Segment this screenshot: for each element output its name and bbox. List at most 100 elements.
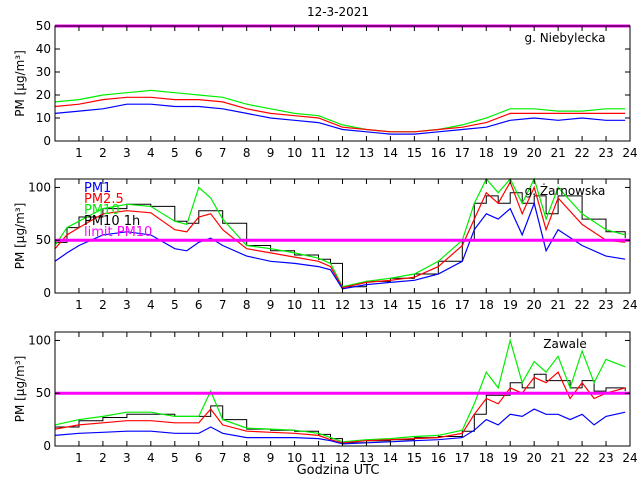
x-tick-label: 24 bbox=[622, 451, 637, 465]
x-tick-label: 15 bbox=[407, 146, 422, 160]
chart-panel-2: 1 2 3 4 5 6 7 8 9 10 11 12 13 14 15 16 17 18 19 20 21 22 23 240… bbox=[13, 177, 638, 312]
series-line-pm1 bbox=[54, 103, 626, 135]
x-tick-label: 21 bbox=[550, 298, 565, 312]
x-tick-label: 4 bbox=[147, 146, 155, 160]
y-tick-label: 100 bbox=[28, 180, 51, 194]
x-tick-label: 15 bbox=[407, 298, 422, 312]
series-line-pm2-5 bbox=[54, 371, 626, 444]
chart-panel-3: 1 2 3 4 5 6 7 8 9 10 11 12 13 14 15 16 17 18 19 20 21 22 23 240… bbox=[13, 331, 638, 465]
x-tick-label: 20 bbox=[527, 146, 542, 160]
x-tick-label: 19 bbox=[503, 451, 518, 465]
x-tick-label: 14 bbox=[383, 146, 398, 160]
x-tick-label: 3 bbox=[123, 298, 131, 312]
x-tick-label: 10 bbox=[287, 451, 302, 465]
x-tick-label: 10 bbox=[287, 146, 302, 160]
y-tick-label: 0 bbox=[43, 286, 51, 300]
y-tick-label: 0 bbox=[43, 134, 51, 148]
x-axis-label: Godzina UTC bbox=[297, 463, 380, 478]
x-tick-label: 21 bbox=[550, 146, 565, 160]
series-line-pm1 bbox=[54, 201, 626, 290]
x-tick-label: 22 bbox=[574, 146, 589, 160]
x-tick-label: 16 bbox=[431, 298, 446, 312]
x-tick-label: 21 bbox=[550, 451, 565, 465]
x-tick-label: 19 bbox=[503, 298, 518, 312]
y-tick-label: 10 bbox=[36, 111, 51, 125]
x-tick-label: 11 bbox=[311, 298, 326, 312]
x-tick-label: 23 bbox=[598, 451, 613, 465]
y-tick-label: 0 bbox=[43, 439, 51, 453]
x-tick-label: 4 bbox=[147, 451, 155, 465]
x-tick-label: 18 bbox=[479, 146, 494, 160]
y-tick-label: 40 bbox=[36, 42, 51, 56]
chart-panels: 1 2 3 4 5 6 7 8 9 10 11 12 13 14 15 16 17 18 19 20 21 22 23 240… bbox=[13, 19, 638, 465]
series-line-pm10 bbox=[54, 338, 626, 443]
x-tick-label: 9 bbox=[267, 146, 275, 160]
y-tick-label: 50 bbox=[36, 233, 51, 247]
x-tick-label: 10 bbox=[287, 298, 302, 312]
x-tick-label: 1 bbox=[75, 146, 83, 160]
series-line-pm10 bbox=[54, 89, 626, 133]
y-axis-label: PM [µg/m³] bbox=[13, 356, 27, 423]
x-tick-label: 22 bbox=[574, 451, 589, 465]
x-tick-label: 13 bbox=[359, 298, 374, 312]
figure-title: 12-3-2021 bbox=[307, 5, 369, 19]
legend-entry: limit PM10 bbox=[84, 225, 152, 240]
x-tick-label: 16 bbox=[431, 451, 446, 465]
x-tick-label: 18 bbox=[479, 451, 494, 465]
x-tick-label: 13 bbox=[359, 146, 374, 160]
x-tick-label: 3 bbox=[123, 146, 131, 160]
x-tick-label: 23 bbox=[598, 298, 613, 312]
station-label: g. Żarnowska bbox=[525, 183, 606, 198]
station-label: Zawale bbox=[543, 337, 586, 351]
y-tick-label: 50 bbox=[36, 19, 51, 33]
x-tick-label: 22 bbox=[574, 298, 589, 312]
x-tick-label: 11 bbox=[311, 451, 326, 465]
x-tick-label: 5 bbox=[171, 146, 179, 160]
x-tick-label: 12 bbox=[335, 451, 350, 465]
y-axis-label: PM [µg/m³] bbox=[13, 50, 27, 117]
x-tick-label: 8 bbox=[243, 298, 251, 312]
legend-entry: PM10 bbox=[84, 203, 120, 218]
x-tick-label: 7 bbox=[219, 451, 227, 465]
x-tick-label: 2 bbox=[99, 146, 107, 160]
x-tick-label: 6 bbox=[195, 146, 203, 160]
chart-panel-1: 1 2 3 4 5 6 7 8 9 10 11 12 13 14 15 16 17 18 19 20 21 22 23 240… bbox=[13, 19, 638, 160]
x-tick-label: 3 bbox=[123, 451, 131, 465]
x-tick-label: 1 bbox=[75, 451, 83, 465]
x-tick-label: 2 bbox=[99, 451, 107, 465]
y-tick-label: 20 bbox=[36, 88, 51, 102]
x-tick-label: 16 bbox=[431, 146, 446, 160]
x-tick-label: 17 bbox=[455, 298, 470, 312]
x-tick-label: 20 bbox=[527, 298, 542, 312]
x-tick-label: 6 bbox=[195, 451, 203, 465]
x-tick-label: 23 bbox=[598, 146, 613, 160]
series-line-pm2-5 bbox=[54, 96, 626, 133]
x-tick-label: 8 bbox=[243, 146, 251, 160]
x-tick-label: 8 bbox=[243, 451, 251, 465]
y-tick-label: 100 bbox=[28, 333, 51, 347]
x-tick-label: 24 bbox=[622, 298, 637, 312]
x-tick-label: 7 bbox=[219, 298, 227, 312]
x-tick-label: 4 bbox=[147, 298, 155, 312]
x-tick-label: 9 bbox=[267, 451, 275, 465]
y-tick-label: 30 bbox=[36, 65, 51, 79]
y-axis-label: PM [µg/m³] bbox=[13, 203, 27, 270]
legend-entry: PM1 bbox=[84, 181, 111, 196]
x-tick-label: 24 bbox=[622, 146, 637, 160]
x-tick-label: 6 bbox=[195, 298, 203, 312]
x-tick-label: 17 bbox=[455, 451, 470, 465]
legend-entry: PM2.5 bbox=[84, 192, 124, 207]
series-line-pm10-1h bbox=[55, 373, 626, 444]
x-tick-label: 12 bbox=[335, 298, 350, 312]
x-tick-label: 13 bbox=[359, 451, 374, 465]
x-tick-label: 15 bbox=[407, 451, 422, 465]
x-tick-label: 5 bbox=[171, 298, 179, 312]
x-tick-label: 19 bbox=[503, 146, 518, 160]
x-tick-label: 14 bbox=[383, 451, 398, 465]
x-tick-label: 1 bbox=[75, 298, 83, 312]
legend-entry: PM10 1h bbox=[84, 214, 140, 229]
x-tick-label: 18 bbox=[479, 298, 494, 312]
x-tick-label: 11 bbox=[311, 146, 326, 160]
x-tick-label: 9 bbox=[267, 298, 275, 312]
